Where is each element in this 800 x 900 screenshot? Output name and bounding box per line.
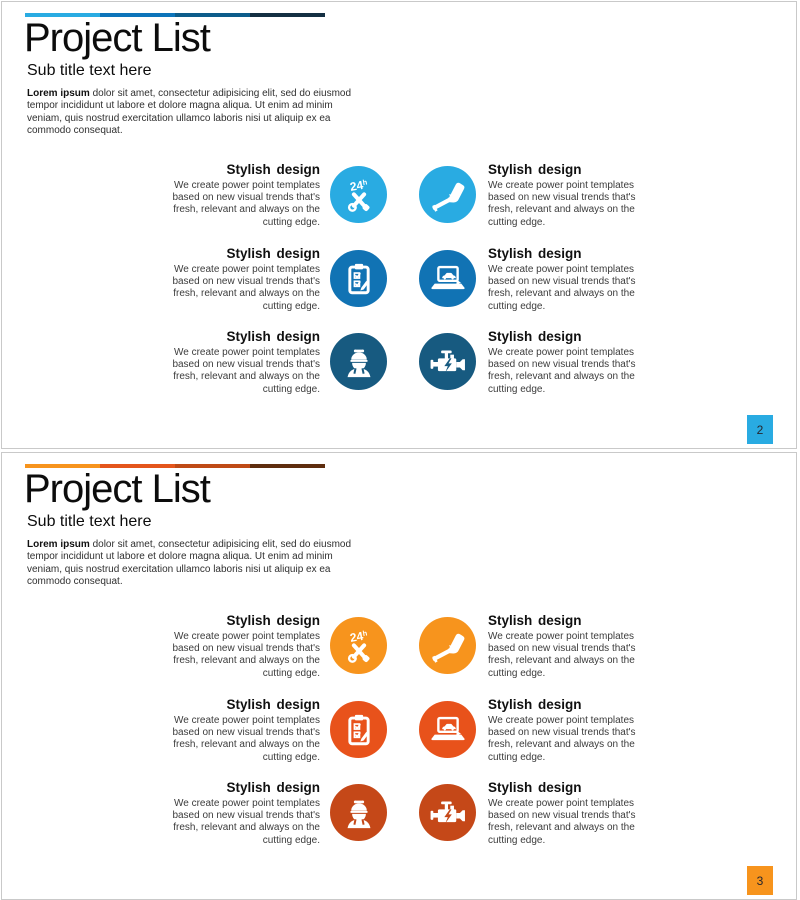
feature-item: Stylish design We create power point tem… <box>488 162 650 229</box>
engine-icon <box>419 784 476 841</box>
accent-bar-segment <box>100 13 175 17</box>
intro-lead: Lorem ipsum <box>27 88 90 99</box>
page-number: 2 <box>756 422 764 437</box>
item-body: We create power point templates based on… <box>488 631 636 679</box>
feature-row: Stylish design We create power point tem… <box>2 778 796 860</box>
accent-bar-segment <box>25 13 100 17</box>
car-diagnostics-icon <box>419 701 476 758</box>
feature-item: Stylish design We create power point tem… <box>160 246 320 313</box>
feature-row: Stylish design We create power point tem… <box>2 327 796 409</box>
intro-text: dolor sit amet, consectetur adipisicing … <box>27 88 352 137</box>
feature-row: Stylish design We create power point tem… <box>2 611 796 693</box>
item-body: We create power point templates based on… <box>488 264 636 312</box>
item-heading: Stylish design <box>488 162 582 177</box>
pedal-icon <box>419 166 476 223</box>
page-number: 3 <box>756 873 764 888</box>
feature-item: Stylish design We create power point tem… <box>488 613 650 680</box>
item-body: We create power point templates based on… <box>172 347 320 395</box>
item-body: We create power point templates based on… <box>488 798 636 846</box>
mechanic-icon <box>330 333 387 390</box>
item-body: We create power point templates based on… <box>172 631 320 679</box>
feature-row: Stylish design We create power point tem… <box>2 244 796 326</box>
feature-item: Stylish design We create power point tem… <box>488 697 650 764</box>
item-body: We create power point templates based on… <box>488 180 636 228</box>
page-number-badge: 3 <box>747 866 773 895</box>
checklist-icon <box>330 250 387 307</box>
item-body: We create power point templates based on… <box>488 347 636 395</box>
accent-bar <box>25 464 325 468</box>
item-heading: Stylish design <box>488 246 582 261</box>
item-body: We create power point templates based on… <box>172 180 320 228</box>
feature-item: Stylish design We create power point tem… <box>160 613 320 680</box>
item-body: We create power point templates based on… <box>172 715 320 763</box>
feature-item: Stylish design We create power point tem… <box>160 329 320 396</box>
24h-service-icon <box>330 166 387 223</box>
feature-item: Stylish design We create power point tem… <box>488 329 650 396</box>
accent-bar-segment <box>25 464 100 468</box>
feature-item: Stylish design We create power point tem… <box>160 780 320 847</box>
accent-bar-segment <box>250 13 325 17</box>
slide-page-3[interactable]: Project List Sub title text here Lorem i… <box>1 452 797 900</box>
item-heading: Stylish design <box>488 613 582 628</box>
pedal-icon <box>419 617 476 674</box>
item-heading: Stylish design <box>226 246 320 261</box>
feature-item: Stylish design We create power point tem… <box>488 246 650 313</box>
page-subtitle: Sub title text here <box>27 62 152 79</box>
item-heading: Stylish design <box>226 162 320 177</box>
item-heading: Stylish design <box>488 697 582 712</box>
intro-paragraph: Lorem ipsum dolor sit amet, consectetur … <box>27 539 365 589</box>
item-heading: Stylish design <box>226 697 320 712</box>
intro-text: dolor sit amet, consectetur adipisicing … <box>27 539 352 588</box>
feature-item: Stylish design We create power point tem… <box>488 780 650 847</box>
accent-bar-segment <box>175 464 250 468</box>
24h-service-icon <box>330 617 387 674</box>
page-title: Project List <box>24 467 211 511</box>
feature-row: Stylish design We create power point tem… <box>2 695 796 777</box>
accent-bar-segment <box>100 464 175 468</box>
item-body: We create power point templates based on… <box>172 798 320 846</box>
item-heading: Stylish design <box>226 613 320 628</box>
feature-item: Stylish design We create power point tem… <box>160 697 320 764</box>
page-title: Project List <box>24 16 211 60</box>
accent-bar-segment <box>175 13 250 17</box>
item-body: We create power point templates based on… <box>488 715 636 763</box>
accent-bar <box>25 13 325 17</box>
page-number-badge: 2 <box>747 415 773 444</box>
feature-item: Stylish design We create power point tem… <box>160 162 320 229</box>
slide-page-2[interactable]: Project List Sub title text here Lorem i… <box>1 1 797 449</box>
item-body: We create power point templates based on… <box>172 264 320 312</box>
item-heading: Stylish design <box>488 780 582 795</box>
intro-paragraph: Lorem ipsum dolor sit amet, consectetur … <box>27 88 365 138</box>
engine-icon <box>419 333 476 390</box>
page-subtitle: Sub title text here <box>27 513 152 530</box>
feature-row: Stylish design We create power point tem… <box>2 160 796 242</box>
car-diagnostics-icon <box>419 250 476 307</box>
mechanic-icon <box>330 784 387 841</box>
intro-lead: Lorem ipsum <box>27 539 90 550</box>
item-heading: Stylish design <box>488 329 582 344</box>
accent-bar-segment <box>250 464 325 468</box>
checklist-icon <box>330 701 387 758</box>
item-heading: Stylish design <box>226 329 320 344</box>
item-heading: Stylish design <box>226 780 320 795</box>
